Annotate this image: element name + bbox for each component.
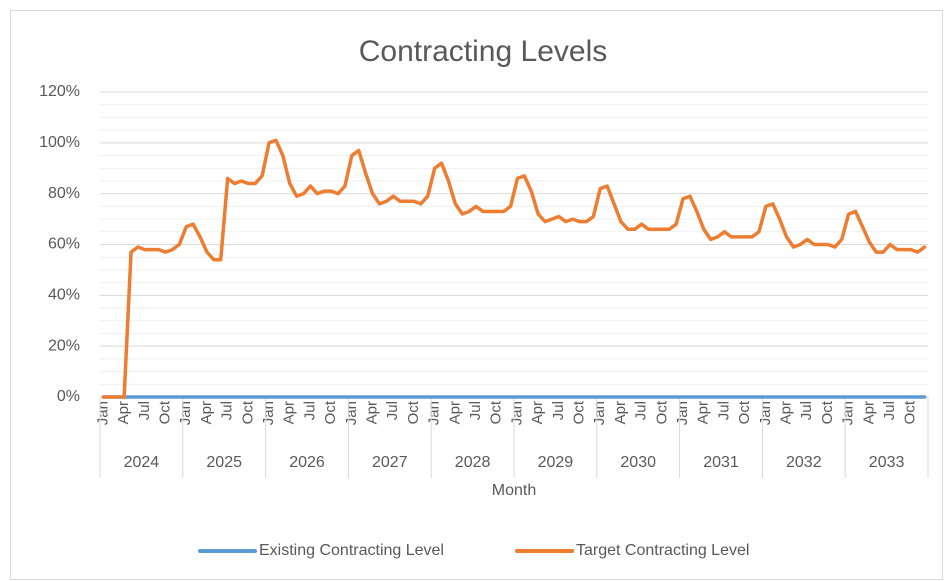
y-tick-label: 20% — [48, 337, 80, 354]
x-tick-label: Oct — [736, 400, 753, 424]
x-tick-label: Jul — [136, 401, 153, 420]
y-tick-label: 120% — [39, 83, 80, 100]
x-tick-label: Apr — [364, 401, 381, 424]
x-tick-label: Oct — [239, 400, 256, 424]
x-axis-title: Month — [492, 482, 536, 499]
x-group-label: 2031 — [703, 454, 739, 471]
x-tick-label: Jul — [881, 401, 898, 420]
chart-title: Contracting Levels — [359, 35, 607, 68]
y-tick-label: 80% — [48, 185, 80, 202]
x-tick-label: Apr — [281, 401, 298, 424]
x-tick-label: Apr — [529, 401, 546, 424]
x-tick-label: Jul — [633, 401, 650, 420]
x-tick-label: Apr — [778, 401, 795, 424]
series-line — [101, 138, 927, 399]
x-tick-label: Jan — [94, 401, 111, 425]
x-tick-label: Jan — [426, 401, 443, 425]
legend-label: Existing Contracting Level — [259, 542, 444, 559]
x-tick-label: Jul — [384, 401, 401, 420]
x-group-label: 2028 — [455, 454, 491, 471]
x-tick-label: Oct — [819, 400, 836, 424]
x-tick-label: Apr — [612, 401, 629, 424]
x-tick-label: Oct — [488, 400, 505, 424]
x-tick-label: Jul — [301, 401, 318, 420]
x-tick-label: Jan — [260, 401, 277, 425]
x-tick-label: Oct — [157, 400, 174, 424]
x-tick-label: Oct — [902, 400, 919, 424]
x-tick-label: Jul — [798, 401, 815, 420]
x-tick-label: Apr — [115, 401, 132, 424]
y-tick-label: 40% — [48, 287, 80, 304]
legend-label: Target Contracting Level — [576, 542, 749, 559]
x-tick-label: Jan — [177, 401, 194, 425]
y-tick-label: 0% — [57, 388, 80, 405]
x-tick-label: Oct — [571, 400, 588, 424]
y-tick-label: 60% — [48, 236, 80, 253]
x-tick-label: Jul — [219, 401, 236, 420]
x-tick-label: Jul — [550, 401, 567, 420]
x-group-label: 2025 — [206, 454, 242, 471]
x-group-label: 2024 — [124, 454, 160, 471]
x-group-label: 2027 — [372, 454, 408, 471]
x-tick-label: Apr — [446, 401, 463, 424]
x-tick-label: Jan — [591, 401, 608, 425]
x-group-label: 2030 — [620, 454, 656, 471]
x-tick-label: Oct — [405, 400, 422, 424]
x-tick-label: Jan — [840, 401, 857, 425]
x-tick-label: Jan — [508, 401, 525, 425]
x-tick-label: Oct — [653, 400, 670, 424]
x-tick-label: Jan — [343, 401, 360, 425]
x-tick-label: Jan — [757, 401, 774, 425]
x-tick-label: Jul — [467, 401, 484, 420]
y-tick-label: 100% — [39, 134, 80, 151]
x-group-label: 2026 — [289, 454, 325, 471]
x-tick-label: Apr — [860, 401, 877, 424]
x-group-label: 2029 — [538, 454, 574, 471]
x-tick-label: Apr — [695, 401, 712, 424]
x-group-label: 2033 — [869, 454, 905, 471]
x-tick-label: Apr — [198, 401, 215, 424]
x-group-label: 2032 — [786, 454, 822, 471]
x-tick-label: Jul — [715, 401, 732, 420]
x-tick-label: Oct — [322, 400, 339, 424]
x-tick-label: Jan — [674, 401, 691, 425]
